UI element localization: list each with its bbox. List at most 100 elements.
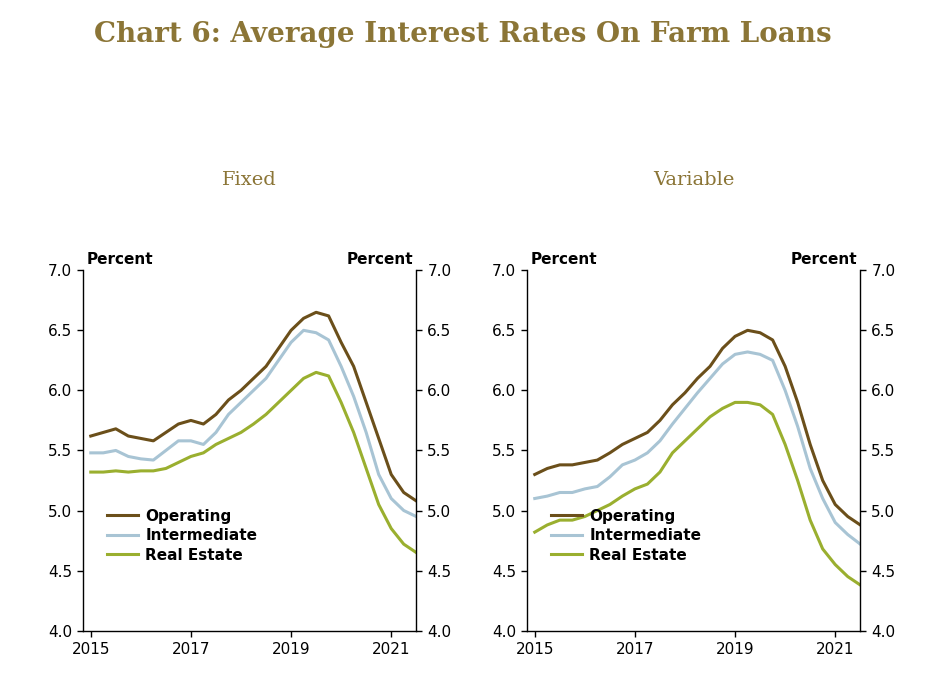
Intermediate — [398, 507, 409, 515]
Real Estate — [629, 484, 640, 493]
Intermediate — [680, 404, 691, 412]
Operating — [667, 401, 678, 409]
Intermediate — [529, 494, 540, 502]
Operating — [173, 420, 184, 428]
Real Estate — [160, 464, 171, 473]
Operating — [579, 458, 590, 466]
Legend: Operating, Intermediate, Real Estate: Operating, Intermediate, Real Estate — [101, 502, 264, 569]
Intermediate — [592, 482, 603, 491]
Real Estate — [705, 412, 716, 421]
Operating — [110, 425, 121, 433]
Intermediate — [842, 530, 853, 538]
Intermediate — [135, 455, 146, 463]
Operating — [842, 512, 853, 520]
Operating — [198, 420, 209, 428]
Operating — [755, 328, 766, 337]
Operating — [248, 374, 259, 383]
Operating — [742, 326, 753, 335]
Real Estate — [642, 480, 653, 489]
Real Estate — [667, 448, 678, 457]
Text: Variable: Variable — [653, 171, 734, 189]
Intermediate — [386, 494, 397, 502]
Operating — [830, 500, 841, 509]
Intermediate — [110, 446, 121, 455]
Real Estate — [85, 468, 96, 476]
Operating — [805, 440, 816, 448]
Operating — [730, 332, 741, 340]
Intermediate — [223, 410, 234, 419]
Intermediate — [604, 473, 615, 481]
Real Estate — [567, 516, 578, 525]
Text: Percent: Percent — [531, 252, 598, 267]
Real Estate — [373, 500, 384, 509]
Real Estate — [692, 425, 703, 433]
Operating — [642, 428, 653, 437]
Operating — [273, 344, 284, 353]
Intermediate — [98, 448, 109, 457]
Operating — [567, 461, 578, 469]
Intermediate — [210, 428, 221, 437]
Operating — [692, 374, 703, 383]
Real Estate — [323, 372, 334, 380]
Operating — [361, 398, 372, 407]
Real Estate — [110, 466, 121, 475]
Operating — [780, 362, 791, 371]
Real Estate — [717, 404, 728, 412]
Real Estate — [148, 466, 159, 475]
Operating — [529, 471, 540, 479]
Operating — [373, 435, 384, 443]
Operating — [717, 344, 728, 353]
Intermediate — [755, 350, 766, 358]
Real Estate — [680, 437, 691, 445]
Real Estate — [654, 468, 665, 476]
Operating — [705, 362, 716, 371]
Intermediate — [617, 461, 628, 469]
Text: Percent: Percent — [790, 252, 857, 267]
Intermediate — [311, 328, 322, 337]
Operating — [135, 435, 146, 443]
Intermediate — [654, 437, 665, 445]
Operating — [554, 461, 565, 469]
Intermediate — [248, 386, 259, 394]
Line: Intermediate: Intermediate — [535, 352, 860, 544]
Intermediate — [198, 440, 209, 448]
Text: Chart 6: Average Interest Rates On Farm Loans: Chart 6: Average Interest Rates On Farm … — [93, 21, 832, 48]
Operating — [236, 386, 247, 394]
Real Estate — [273, 398, 284, 407]
Real Estate — [805, 516, 816, 525]
Line: Operating: Operating — [91, 313, 416, 501]
Operating — [210, 410, 221, 419]
Intermediate — [629, 456, 640, 464]
Operating — [680, 389, 691, 397]
Intermediate — [185, 437, 196, 445]
Operating — [185, 416, 196, 425]
Operating — [85, 432, 96, 440]
Intermediate — [542, 492, 553, 500]
Intermediate — [554, 489, 565, 497]
Real Estate — [542, 520, 553, 529]
Operating — [336, 338, 347, 346]
Intermediate — [730, 350, 741, 358]
Intermediate — [792, 422, 803, 430]
Real Estate — [361, 464, 372, 473]
Operating — [286, 326, 297, 335]
Real Estate — [604, 500, 615, 509]
Intermediate — [830, 518, 841, 527]
Intermediate — [717, 360, 728, 368]
Line: Real Estate: Real Estate — [535, 403, 860, 585]
Real Estate — [398, 540, 409, 548]
Real Estate — [248, 420, 259, 428]
Real Estate — [592, 507, 603, 515]
Real Estate — [173, 458, 184, 466]
Real Estate — [348, 428, 359, 437]
Intermediate — [817, 494, 828, 502]
Real Estate — [261, 410, 272, 419]
Operating — [323, 312, 334, 320]
Intermediate — [361, 428, 372, 437]
Real Estate — [554, 516, 565, 525]
Intermediate — [567, 489, 578, 497]
Intermediate — [667, 420, 678, 428]
Real Estate — [298, 374, 309, 383]
Intermediate — [705, 374, 716, 383]
Real Estate — [236, 428, 247, 437]
